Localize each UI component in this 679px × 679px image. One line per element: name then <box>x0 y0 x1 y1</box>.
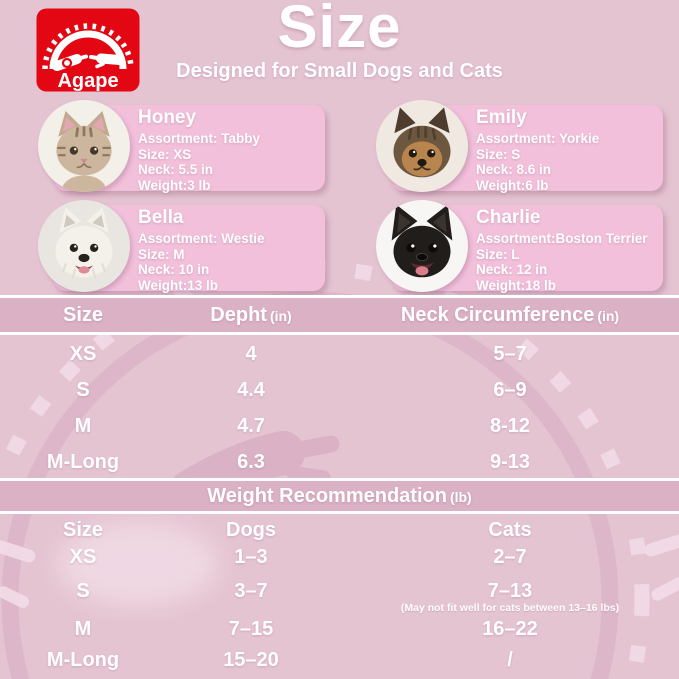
cell-depth: 4.4 <box>237 379 265 401</box>
separator-line <box>0 511 679 514</box>
pet-detail-line: Neck: 8.6 in <box>476 162 552 177</box>
cell-size: M <box>74 618 92 640</box>
pet-detail-line: Weight:13 lb <box>138 277 219 293</box>
pet-detail-line: Weight:3 lb <box>138 177 211 193</box>
size-table-col-depth: Depht (in) <box>210 304 292 326</box>
pet-card-honey: Honey Assortment: Tabby Size: XS Neck: 5… <box>38 98 325 194</box>
size-table-row: XS 4 5–7 <box>0 337 679 371</box>
weight-table-col-dogs: Dogs <box>226 519 276 541</box>
cell-cats: 7–13 <box>487 580 533 602</box>
cell-neck: 8-12 <box>489 415 531 437</box>
cell-dogs: 3–7 <box>234 580 268 602</box>
pet-detail-line: Size: M <box>138 246 185 262</box>
yorkie-photo <box>376 100 468 192</box>
cell-neck: 6–9 <box>493 379 527 401</box>
pet-detail-line: Assortment:Boston Terrier <box>476 231 648 246</box>
weight-table-col-cats: Cats <box>488 519 532 541</box>
weight-table-header: Size Dogs Cats <box>0 514 679 546</box>
cell-size: M-Long <box>46 649 120 671</box>
westie-illustration <box>55 207 113 279</box>
pet-name: Charlie <box>476 207 541 228</box>
pet-detail-line: Assortment: Westie <box>138 231 265 246</box>
yorkie-illustration <box>393 107 451 178</box>
weight-table-row: M-Long 15–20 / <box>0 643 679 677</box>
page-subtitle: Designed for Small Dogs and Cats <box>176 60 503 82</box>
watermark-fur-blob <box>58 522 218 606</box>
agape-logo: Agape <box>36 8 140 92</box>
logo-tick-marks-icon <box>42 23 134 70</box>
boston-terrier-photo <box>376 200 468 292</box>
size-table-header: Size Depht (in) Neck Circumference (in) <box>0 298 679 332</box>
logo-arch-icon <box>49 30 127 70</box>
pet-detail-line: Neck: 5.5 in <box>138 162 214 177</box>
watch-icon <box>61 57 73 69</box>
pet-detail-line: Assortment: Tabby <box>138 131 261 146</box>
pet-name: Honey <box>138 107 197 128</box>
pet-detail-line: Neck: 12 in <box>476 262 548 277</box>
weight-table-row: S 3–7 7–13 <box>0 574 679 608</box>
cell-dogs: 15–20 <box>223 649 279 671</box>
size-table-row: S 4.4 6–9 <box>0 373 679 407</box>
pet-detail-line: Size: S <box>476 146 521 162</box>
cell-neck: 9-13 <box>489 451 531 473</box>
pet-detail-line: Size: L <box>476 246 520 262</box>
separator-line <box>0 478 679 481</box>
weight-table-row: M 7–15 16–22 <box>0 612 679 646</box>
size-table-col-size: Size <box>62 304 104 326</box>
cell-size: M <box>74 415 92 437</box>
pet-detail-line: Weight:18 lb <box>476 277 557 293</box>
size-table-row: M 4.7 8-12 <box>0 409 679 443</box>
page-title: Size <box>277 0 402 60</box>
pet-detail-line: Weight:6 lb <box>476 177 549 193</box>
cats-fit-note: (May not fit well for cats between 13–16… <box>400 602 620 614</box>
pet-name: Emily <box>476 107 527 128</box>
separator-line <box>0 295 679 298</box>
weight-table-row: XS 1–3 2–7 <box>0 540 679 574</box>
cell-size: M-Long <box>46 451 120 473</box>
pet-detail-line: Neck: 10 in <box>138 262 210 277</box>
separator-line <box>0 332 679 335</box>
weight-table-col-size: Size <box>62 519 104 541</box>
cell-neck: 5–7 <box>493 343 527 365</box>
agape-logo-icon: Agape <box>36 8 140 92</box>
cell-cats: / <box>507 649 513 671</box>
cell-dogs: 1–3 <box>234 546 268 568</box>
cell-depth: 6.3 <box>237 451 265 473</box>
size-table-row: M-Long 6.3 9-13 <box>0 445 679 479</box>
cell-cats: 2–7 <box>493 546 527 568</box>
cell-size: XS <box>69 546 97 568</box>
cell-size: S <box>76 379 90 401</box>
size-table-col-neck: Neck Circumference (in) <box>400 304 620 326</box>
cell-depth: 4.7 <box>237 415 265 437</box>
tabby-kitten-illustration <box>56 111 112 192</box>
weight-table-title: Weight Recommendation (lb) <box>0 481 679 511</box>
boston-terrier-illustration <box>391 204 453 278</box>
pet-card-emily: Emily Assortment: Yorkie Size: S Neck: 8… <box>376 98 663 194</box>
brand-name: Agape <box>57 70 118 92</box>
reaching-hands-icon <box>52 53 125 71</box>
westie-photo <box>38 200 130 292</box>
pet-card-charlie: Charlie Assortment:Boston Terrier Size: … <box>376 198 663 294</box>
cell-size: XS <box>69 343 97 365</box>
pet-name: Bella <box>138 207 184 228</box>
cell-cats: 16–22 <box>482 618 538 640</box>
cell-dogs: 7–15 <box>228 618 274 640</box>
cell-size: S <box>76 580 90 602</box>
pet-card-bella: Bella Assortment: Westie Size: M Neck: 1… <box>38 198 325 294</box>
tabby-kitten-photo <box>38 100 130 192</box>
pet-detail-line: Assortment: Yorkie <box>476 131 600 146</box>
cell-depth: 4 <box>245 343 257 365</box>
pet-detail-line: Size: XS <box>138 146 192 162</box>
